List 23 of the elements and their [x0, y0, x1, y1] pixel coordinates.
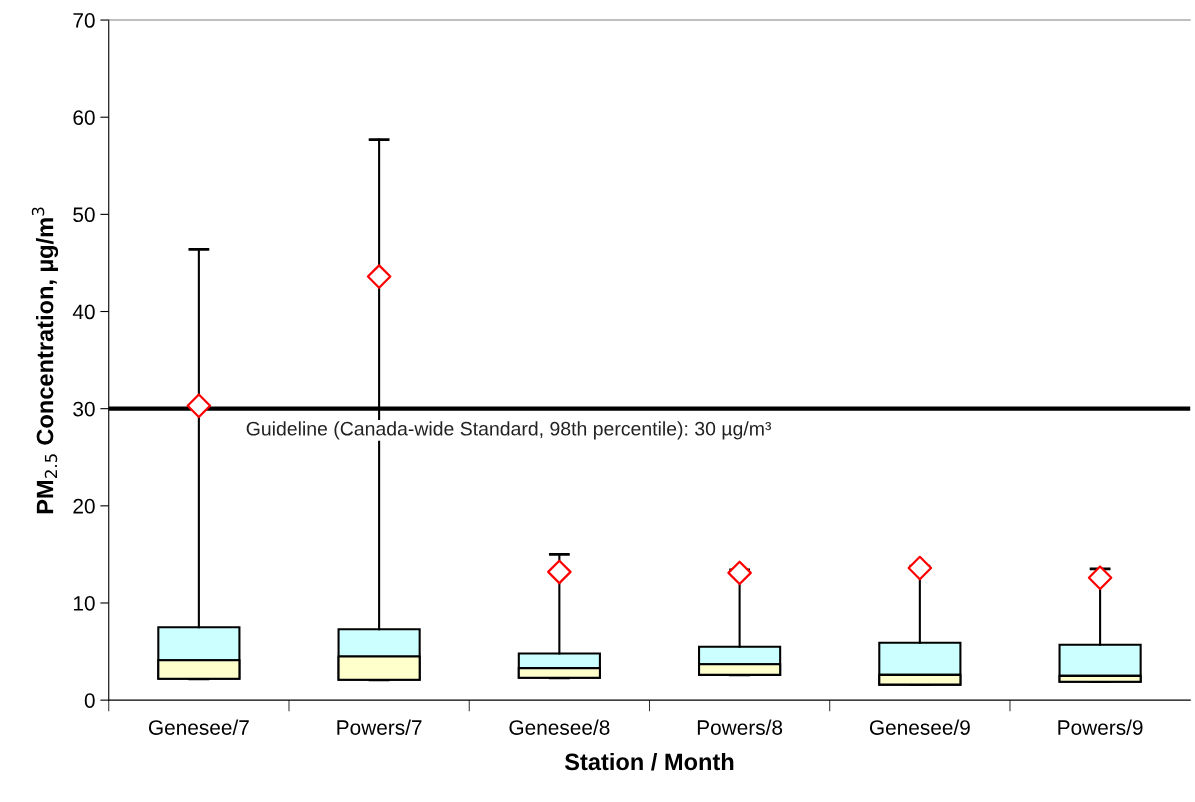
y-tick-label: 30 [73, 401, 95, 417]
y-tick-label: 50 [73, 207, 95, 223]
x-tick-label: Powers/8 [697, 719, 783, 735]
y-tick-label: 20 [73, 498, 95, 514]
point [186, 393, 212, 419]
point [907, 555, 933, 581]
point [1087, 565, 1113, 591]
x-axis-title: Station / Month [564, 752, 734, 771]
y-tick-label: 10 [73, 595, 95, 611]
y-tick-label: 40 [72, 304, 95, 320]
x-tick-label: Genesee/7 [148, 719, 249, 735]
x-tick-label: Powers/9 [1058, 719, 1143, 735]
x-tick-label: Powers/7 [337, 719, 422, 735]
y-tick-label: 0 [84, 693, 95, 708]
y-axis-title: PM$_{2.5}$ Concentration, µg/m$^{3}$ [31, 207, 59, 514]
point [547, 559, 572, 585]
y-tick-label: 60 [73, 110, 95, 125]
y-tick-label: 70 [73, 13, 95, 28]
point [727, 560, 752, 586]
x-tick-label: Genesee/8 [509, 719, 610, 735]
x-tick-label: Genesee/9 [869, 719, 970, 735]
ref-line-label: Guideline (Canada-wide Standard, 98th percentile): 30 µg/m³ [246, 421, 772, 440]
point [366, 264, 392, 289]
